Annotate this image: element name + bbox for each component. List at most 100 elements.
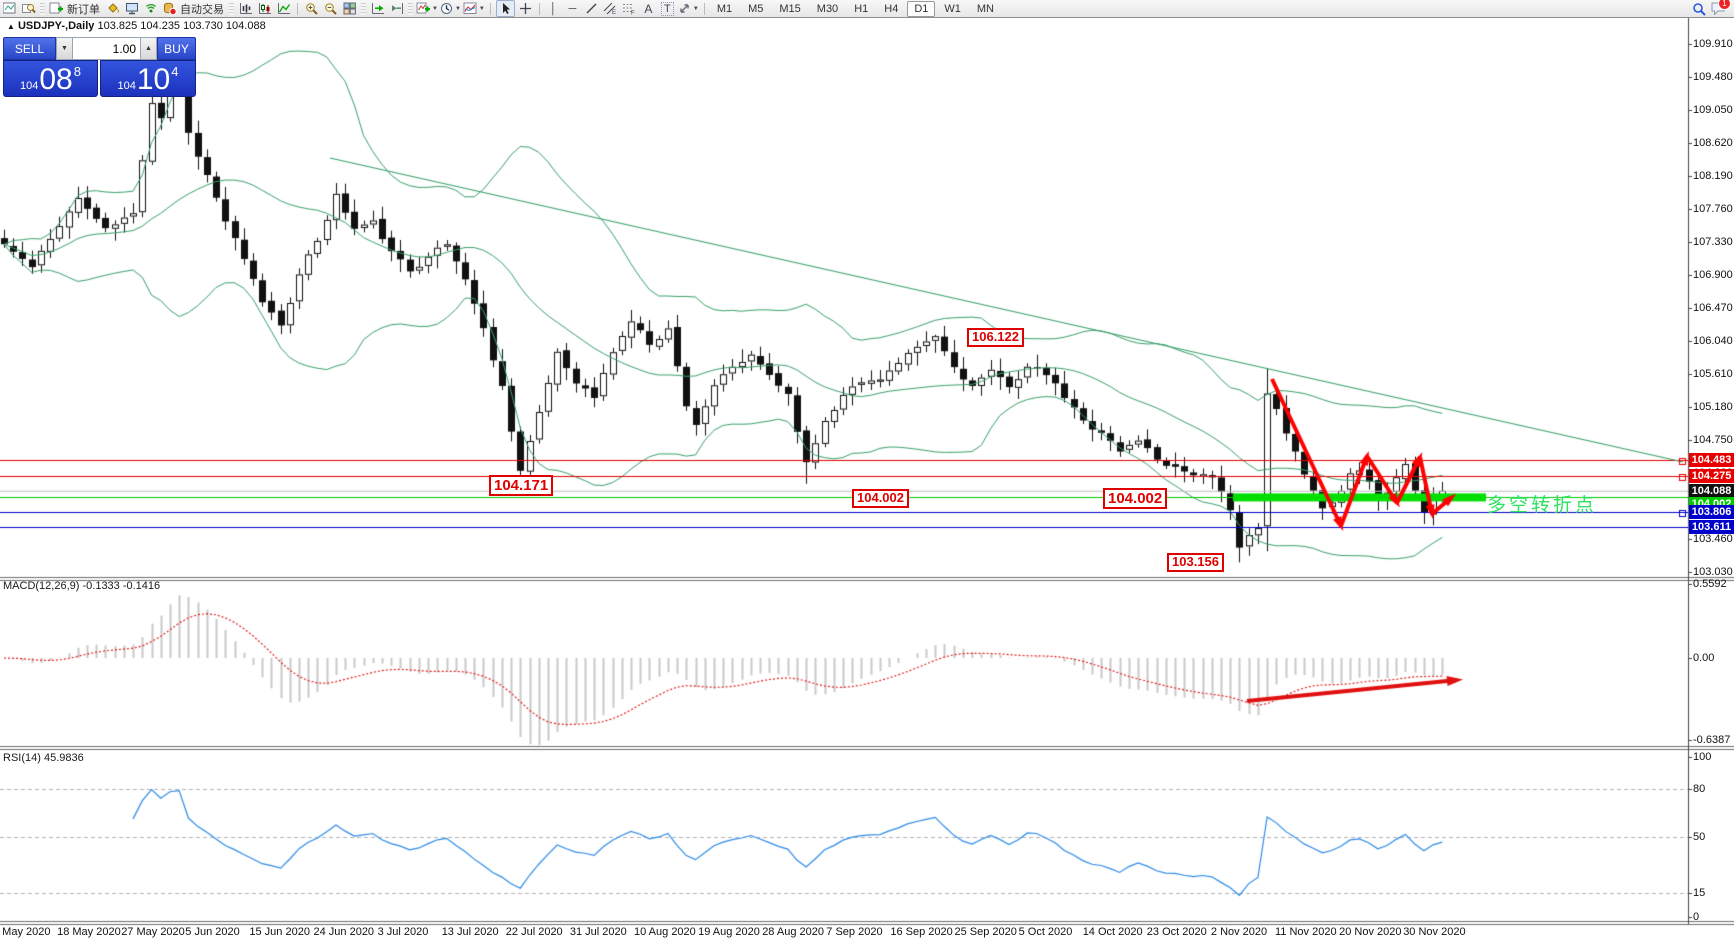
rsi-axis-label: 0 bbox=[1693, 911, 1700, 923]
macd-axis-label: 0.5592 bbox=[1693, 578, 1727, 590]
volume-decrease-button[interactable]: ▼ bbox=[56, 37, 73, 60]
volume-input[interactable]: 1.00 bbox=[73, 37, 140, 60]
price-tag[interactable]: 103.806 bbox=[1689, 505, 1734, 519]
price-axis-label: 108.620 bbox=[1693, 137, 1733, 149]
line-chart-icon[interactable] bbox=[275, 1, 292, 16]
symbol-name: USDJPY-,Daily bbox=[17, 20, 95, 32]
periods-icon[interactable]: ▼ bbox=[440, 1, 461, 16]
timeframe-h4[interactable]: H4 bbox=[884, 2, 899, 15]
price-annotation-box[interactable]: 104.171 bbox=[489, 475, 554, 497]
chevron-down-icon: ▼ bbox=[478, 5, 485, 12]
terminal-icon[interactable] bbox=[123, 1, 140, 16]
turning-point-annotation[interactable]: 多空转折点 bbox=[1487, 495, 1598, 516]
timeframe-d1[interactable]: D1 bbox=[907, 0, 936, 17]
price-axis-label: 105.180 bbox=[1693, 401, 1733, 413]
vertical-line-icon[interactable]: │ bbox=[549, 2, 557, 15]
date-axis-label: 8 May 2020 bbox=[0, 926, 51, 938]
toolbar-separator bbox=[489, 2, 491, 15]
price-tag[interactable]: 104.275 bbox=[1689, 469, 1734, 483]
arrows-icon[interactable]: ▼ bbox=[678, 1, 699, 16]
autotrade-label[interactable]: 自动交易 bbox=[180, 3, 224, 16]
text-icon[interactable]: A bbox=[644, 1, 653, 16]
price-tag[interactable]: 103.611 bbox=[1689, 520, 1734, 534]
trendline-icon[interactable] bbox=[583, 1, 600, 16]
candlestick-icon[interactable] bbox=[256, 1, 273, 16]
date-axis-label: 27 May 2020 bbox=[121, 926, 185, 938]
timeframe-h1[interactable]: H1 bbox=[854, 2, 869, 15]
search-icon[interactable] bbox=[1691, 1, 1708, 16]
price-annotation-box[interactable]: 104.002 bbox=[1103, 488, 1168, 510]
collapse-icon[interactable]: ▲ bbox=[7, 22, 15, 31]
chevron-down-icon: ▼ bbox=[432, 5, 438, 12]
horizontal-line-icon[interactable]: ─ bbox=[568, 2, 577, 15]
chart-icon[interactable] bbox=[1, 1, 18, 16]
svg-text:F: F bbox=[631, 11, 635, 16]
notification-badge: 1 bbox=[1718, 0, 1731, 10]
price-axis-label: 108.190 bbox=[1693, 170, 1733, 182]
date-axis-label: 10 Aug 2020 bbox=[634, 926, 696, 938]
date-axis-label: 13 Jul 2020 bbox=[441, 926, 499, 938]
date-axis-label: 14 Oct 2020 bbox=[1082, 926, 1143, 938]
buy-price-display[interactable]: 104 10 4 bbox=[100, 60, 196, 97]
chart-shift-icon[interactable] bbox=[388, 1, 405, 16]
date-axis-label: 23 Oct 2020 bbox=[1146, 926, 1207, 938]
timeframe-m15[interactable]: M15 bbox=[779, 2, 801, 15]
tile-windows-icon[interactable] bbox=[341, 1, 358, 16]
bar-chart-icon[interactable] bbox=[237, 1, 254, 16]
rsi-axis-label: 15 bbox=[1693, 887, 1706, 899]
new-order-button[interactable] bbox=[48, 1, 65, 16]
zoom-in-icon[interactable] bbox=[303, 1, 320, 16]
chevron-down-icon: ▼ bbox=[454, 5, 461, 12]
timeframe-m1[interactable]: M1 bbox=[716, 2, 733, 15]
templates-icon[interactable]: ▼ bbox=[463, 1, 485, 16]
auto-scroll-icon[interactable] bbox=[369, 1, 386, 16]
date-axis-label: 25 Sep 2020 bbox=[954, 926, 1017, 938]
indicators-icon[interactable]: ▼ bbox=[416, 1, 438, 16]
price-axis-label: 103.460 bbox=[1693, 533, 1733, 545]
timeframe-m5[interactable]: M5 bbox=[748, 2, 764, 15]
price-axis-label: 106.040 bbox=[1693, 335, 1733, 347]
channel-icon[interactable]: E bbox=[602, 1, 619, 16]
timeframe-m30[interactable]: M30 bbox=[816, 2, 839, 15]
toolbar-separator bbox=[538, 2, 540, 15]
date-axis-label: 11 Nov 2020 bbox=[1275, 926, 1337, 938]
toolbar-separator bbox=[297, 2, 298, 15]
one-click-trading-panel: SELL ▼ 1.00 ▲ BUY 104 08 8 104 10 4 bbox=[3, 37, 196, 97]
fibonacci-icon[interactable]: F bbox=[621, 1, 638, 16]
date-axis-label: 19 Aug 2020 bbox=[698, 926, 760, 938]
timeframe-w1[interactable]: W1 bbox=[944, 2, 961, 15]
price-axis-label: 106.470 bbox=[1693, 302, 1733, 314]
signal-icon[interactable] bbox=[142, 1, 159, 16]
cursor-icon[interactable] bbox=[495, 0, 515, 17]
price-tag[interactable]: 104.483 bbox=[1689, 453, 1734, 467]
notification-icon[interactable]: 1 bbox=[1710, 0, 1731, 16]
timeframe-mn[interactable]: MN bbox=[976, 2, 994, 15]
chart-title: ▲ USDJPY-,Daily 103.825 104.235 103.730 … bbox=[4, 20, 269, 32]
bucket-icon[interactable] bbox=[104, 1, 121, 16]
label-icon[interactable]: T bbox=[659, 1, 676, 16]
date-axis-label: 31 Jul 2020 bbox=[569, 926, 627, 938]
rsi-axis-label: 50 bbox=[1693, 831, 1706, 843]
date-axis-label: 5 Jun 2020 bbox=[185, 926, 240, 938]
price-annotation-box[interactable]: 106.122 bbox=[967, 328, 1024, 347]
profiles-icon[interactable] bbox=[20, 1, 37, 16]
rsi-axis-label: 100 bbox=[1693, 751, 1712, 763]
autotrade-button[interactable] bbox=[161, 1, 178, 16]
zoom-out-icon[interactable] bbox=[322, 1, 339, 16]
sell-button[interactable]: SELL bbox=[3, 37, 56, 60]
price-annotation-box[interactable]: 104.002 bbox=[852, 489, 909, 508]
crosshair-icon[interactable] bbox=[517, 1, 534, 16]
date-axis-label: 22 Jul 2020 bbox=[505, 926, 563, 938]
volume-increase-button[interactable]: ▲ bbox=[140, 37, 157, 60]
buy-button[interactable]: BUY bbox=[157, 37, 196, 60]
date-axis-label: 18 May 2020 bbox=[57, 926, 121, 938]
price-axis-label: 104.750 bbox=[1693, 434, 1733, 446]
price-axis-label: 109.050 bbox=[1693, 104, 1733, 116]
date-axis-label: 20 Nov 2020 bbox=[1339, 926, 1402, 938]
sell-price-display[interactable]: 104 08 8 bbox=[3, 60, 98, 97]
new-order-label[interactable]: 新订单 bbox=[67, 3, 100, 16]
price-tag: 104.088 bbox=[1689, 484, 1734, 498]
price-axis-label: 105.610 bbox=[1693, 368, 1733, 380]
price-annotation-box[interactable]: 103.156 bbox=[1167, 553, 1224, 572]
